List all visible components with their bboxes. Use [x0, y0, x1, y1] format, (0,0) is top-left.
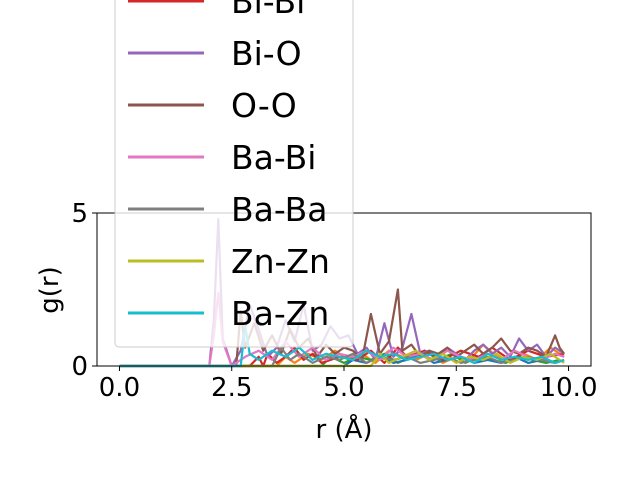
x-axis-label: r (Å): [315, 413, 372, 445]
y-tick-label: 0: [71, 352, 88, 382]
series-line-zn-zn: [119, 349, 565, 368]
y-axis-label: g(r): [35, 266, 65, 313]
x-tick-label: 0.0: [99, 373, 140, 403]
x-tick-label: 10.0: [540, 373, 598, 403]
legend-label-ba-zn: Ba-Zn: [231, 294, 329, 333]
legend: Bi-Bi Bi-O O-O Ba-Bi Ba-Ba Zn-Zn Ba-Zn: [114, 0, 354, 348]
legend-label-bi-o: Bi-O: [231, 34, 302, 73]
y-tick-label: 5: [71, 199, 88, 229]
legend-label-bi-bi: Bi-Bi: [231, 0, 305, 21]
x-tick-label: 5.0: [323, 373, 364, 403]
x-tick-label: 7.5: [436, 373, 477, 403]
legend-label-ba-bi: Ba-Bi: [231, 138, 316, 177]
series-line-ba-zn: [119, 325, 565, 368]
legend-label-ba-ba: Ba-Ba: [231, 190, 327, 229]
x-tick-label: 2.5: [211, 373, 252, 403]
x-axis: 0.0 2.5 5.0 7.5 10.0: [99, 366, 598, 403]
y-axis: 05: [71, 199, 97, 382]
legend-label-o-o: O-O: [231, 86, 297, 125]
legend-label-zn-zn: Zn-Zn: [231, 242, 330, 281]
